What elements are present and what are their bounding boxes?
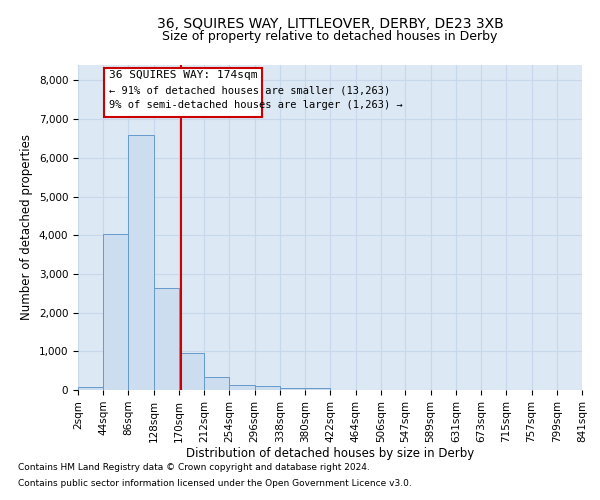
X-axis label: Distribution of detached houses by size in Derby: Distribution of detached houses by size … bbox=[186, 448, 474, 460]
Text: Contains HM Land Registry data © Crown copyright and database right 2024.: Contains HM Land Registry data © Crown c… bbox=[18, 464, 370, 472]
Bar bbox=[254, 386, 280, 390]
Text: ← 91% of detached houses are smaller (13,263): ← 91% of detached houses are smaller (13… bbox=[109, 85, 391, 95]
Bar bbox=[204, 377, 229, 390]
Bar bbox=[280, 388, 305, 390]
Text: 36, SQUIRES WAY, LITTLEOVER, DERBY, DE23 3XB: 36, SQUIRES WAY, LITTLEOVER, DERBY, DE23… bbox=[157, 18, 503, 32]
Bar bbox=[179, 353, 204, 390]
Bar bbox=[305, 388, 331, 390]
Y-axis label: Number of detached properties: Number of detached properties bbox=[20, 134, 33, 320]
Bar bbox=[104, 68, 262, 117]
Text: Contains public sector information licensed under the Open Government Licence v3: Contains public sector information licen… bbox=[18, 478, 412, 488]
Bar bbox=[78, 387, 103, 390]
Bar bbox=[229, 385, 254, 390]
Text: Size of property relative to detached houses in Derby: Size of property relative to detached ho… bbox=[163, 30, 497, 43]
Text: 36 SQUIRES WAY: 174sqm: 36 SQUIRES WAY: 174sqm bbox=[109, 70, 257, 80]
Text: 9% of semi-detached houses are larger (1,263) →: 9% of semi-detached houses are larger (1… bbox=[109, 100, 403, 110]
Bar bbox=[154, 288, 179, 390]
Bar bbox=[128, 134, 154, 390]
Bar bbox=[103, 234, 128, 390]
